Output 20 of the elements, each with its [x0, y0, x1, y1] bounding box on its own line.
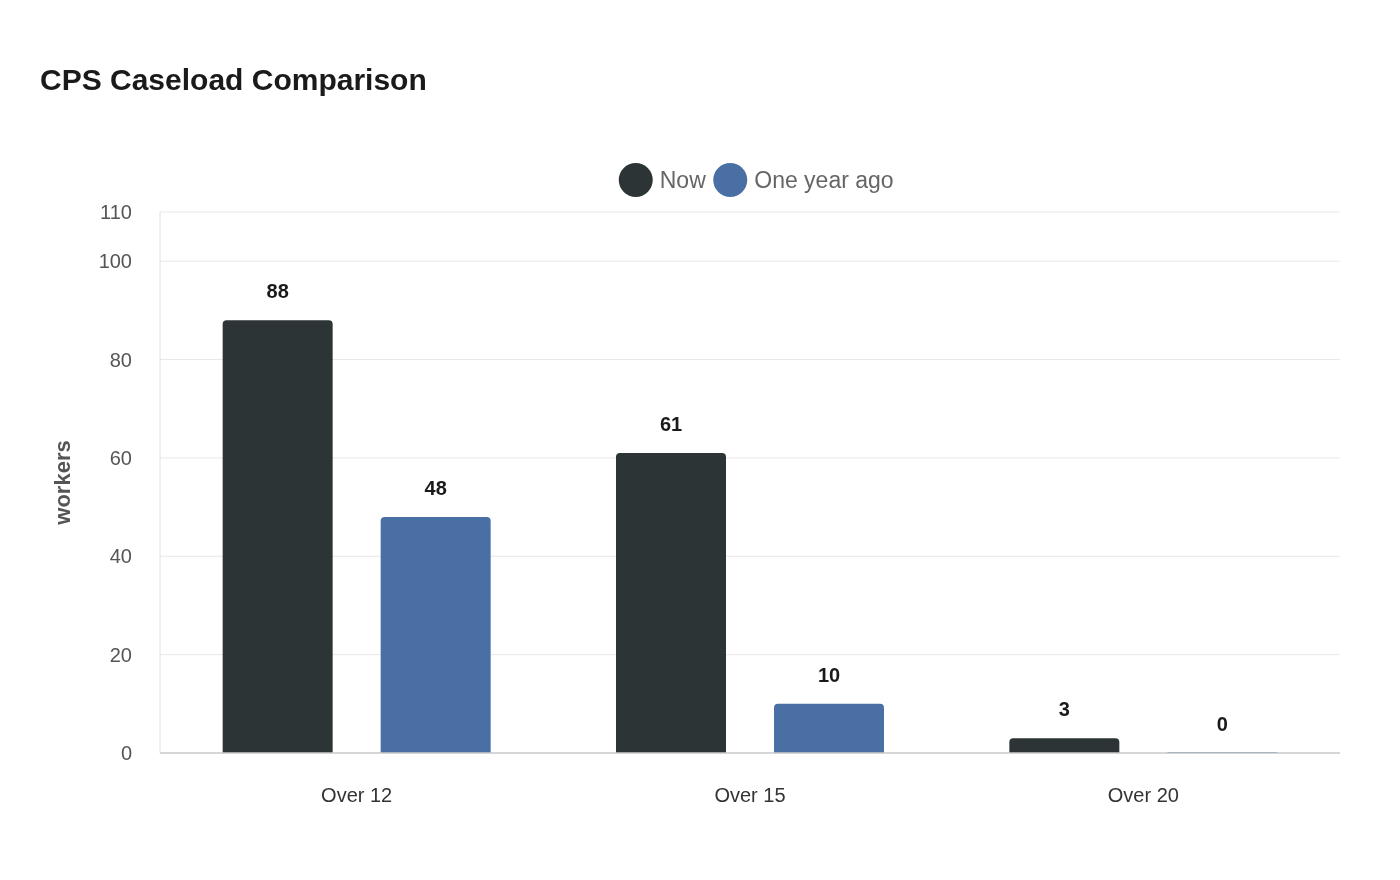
y-tick-label: 80	[109, 348, 132, 371]
y-tick-label: 60	[109, 446, 132, 469]
data-label: 10	[817, 663, 841, 686]
data-label: 0	[1216, 713, 1228, 735]
y-tick-label: 100	[98, 250, 132, 273]
y-tick-label: 20	[109, 643, 132, 666]
y-tick-label: 0	[120, 742, 132, 764]
x-tick-label: Over 20	[1107, 784, 1179, 806]
legend-label: Now	[659, 167, 707, 194]
data-label: 48	[424, 476, 447, 499]
data-label: 61	[659, 412, 683, 435]
data-label: 3	[1058, 698, 1070, 721]
y-tick-label: 110	[100, 201, 132, 223]
chart-title: CPS Caseload Comparison	[40, 63, 427, 96]
y-axis-title: workers	[50, 440, 75, 526]
x-tick-label: Over 15	[714, 784, 786, 806]
data-label: 88	[266, 280, 289, 303]
y-tick-label: 40	[109, 545, 132, 568]
legend-label: One year ago	[754, 167, 894, 194]
x-tick-label: Over 12	[321, 784, 393, 806]
